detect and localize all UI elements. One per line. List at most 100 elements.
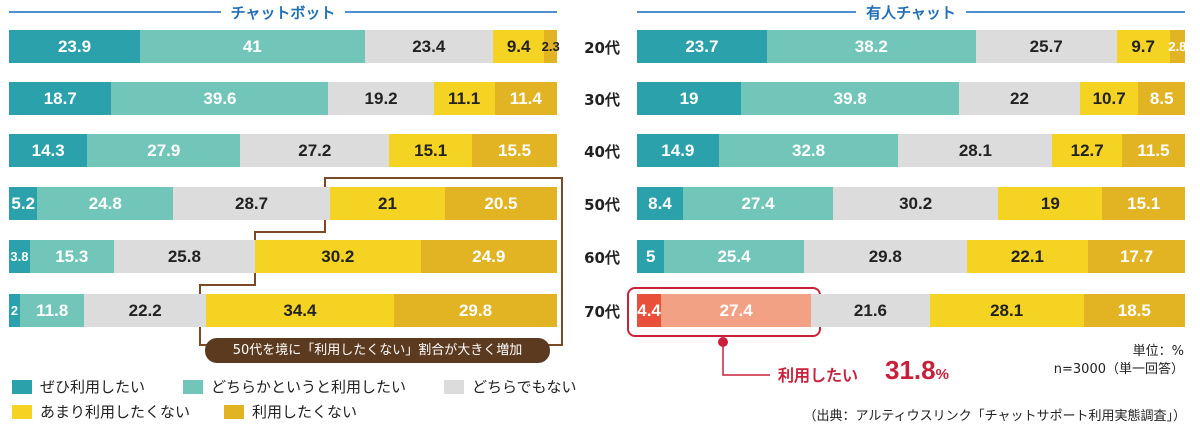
bar-segment: 38.2 (766, 30, 976, 63)
legend-item-1: ぜひ利用したい (12, 376, 145, 397)
increase-callout-text: 50代を境に「利用したくない」割合が大きく増加 (232, 343, 523, 358)
chatbot-title: チャットボット (9, 0, 558, 24)
bar-segment: 15.1 (389, 134, 473, 167)
bar-segment: 22.2 (84, 294, 206, 327)
bar-segment: 22.1 (966, 240, 1088, 273)
age-label: 50代 (584, 196, 620, 214)
bar-segment: 18.7 (9, 82, 112, 115)
age-label: 40代 (584, 143, 620, 161)
chatbot-bar-30代: 18.7 39.6 19.2 11.1 11.4 (9, 82, 557, 115)
source-note: （出典：アルティウスリンク「チャットサポート利用実態調査」） (803, 409, 1186, 424)
want-total-number: 31.8 (885, 355, 936, 385)
legend-label: どちらでもない (472, 378, 577, 396)
human-chat-title-text: 有人チャット (866, 3, 956, 22)
increase-callout-pill (205, 338, 550, 363)
legend-swatch (12, 379, 32, 394)
bar-segment: 23.9 (9, 30, 140, 63)
bar-segment: 9.7 (1116, 30, 1170, 63)
legend-swatch (444, 379, 464, 394)
bar-segment: 9.4 (492, 30, 545, 63)
unit-note: 単位：% (1132, 344, 1184, 359)
legend-item-5: 利用したくない (224, 401, 357, 422)
legend-label: どちらかというと利用したい (211, 378, 407, 396)
bar-segment: 34.4 (205, 294, 395, 327)
bar-segment: 14.3 (9, 134, 88, 167)
bar-segment: 39.8 (741, 82, 960, 115)
bar-segment: 11.5 (1121, 134, 1185, 167)
want-total-unit: % (935, 366, 949, 383)
bar-segment: 28.7 (173, 187, 331, 220)
age-label: 60代 (584, 249, 620, 267)
sample-note: n=3000（単一回答） (1053, 362, 1184, 377)
bar-segment: 29.8 (803, 240, 967, 273)
age-label: 30代 (584, 91, 620, 109)
bar-segment: 2 (9, 294, 20, 327)
legend-item-4: あまり利用したくない (12, 401, 190, 422)
bar-segment: 24.9 (420, 240, 558, 273)
want-highlight-leader (722, 342, 770, 376)
bar-segment: 8.5 (1138, 82, 1186, 115)
bar-segment: 28.1 (929, 294, 1084, 327)
want-total-value: 31.8% (885, 355, 949, 386)
bar-segment: 18.5 (1083, 294, 1185, 327)
bar-segment: 23.7 (637, 30, 767, 63)
legend-label: ぜひ利用したい (40, 378, 146, 396)
human-chat-bar-40代: 14.9 32.8 28.1 12.7 11.5 (637, 134, 1185, 167)
bar-segment: 25.7 (975, 30, 1117, 63)
bar-segment: 14.9 (637, 134, 719, 167)
bar-segment: 10.7 (1079, 82, 1139, 115)
bar-segment: 29.8 (394, 294, 557, 327)
bar-segment: 19 (637, 82, 742, 115)
bar-segment: 5.2 (9, 187, 38, 220)
age-label: 20代 (584, 39, 620, 57)
bar-segment: 22 (959, 82, 1080, 115)
human-chat-bar-20代: 23.7 38.2 25.7 9.7 2.8 (637, 30, 1186, 63)
bar-segment: 28.1 (898, 134, 1053, 167)
legend-swatch (224, 404, 244, 419)
bar-segment: 15.5 (472, 134, 557, 167)
increase-callout-outline (199, 177, 563, 346)
bar-segment: 23.4 (364, 30, 493, 63)
bar-segment: 3.8 (9, 240, 30, 273)
bar-segment: 27.9 (87, 134, 241, 167)
chatbot-title-text: チャットボット (230, 3, 336, 22)
bar-segment: 15.3 (29, 240, 114, 273)
bar-segment: 4.4 (637, 294, 662, 327)
legend-label: あまり利用したくない (40, 403, 191, 421)
chatbot-bar-70代: 2 11.8 22.2 34.4 29.8 (9, 294, 557, 327)
bar-segment: 25.4 (664, 240, 804, 273)
bar-segment: 5 (637, 240, 665, 273)
bar-segment: 8.4 (637, 187, 683, 220)
bar-segment: 32.8 (718, 134, 899, 167)
legend-label: 利用したくない (252, 403, 358, 421)
bar-segment: 17.7 (1088, 240, 1185, 273)
bar-segment: 41 (139, 30, 365, 63)
bar-segment: 30.2 (832, 187, 999, 220)
bar-segment: 27.2 (240, 134, 390, 167)
bar-segment: 11.8 (19, 294, 85, 327)
bar-segment: 11.1 (433, 82, 495, 115)
human-chat-bar-50代: 8.4 27.4 30.2 19 15.1 (637, 187, 1185, 220)
bar-segment: 12.7 (1052, 134, 1122, 167)
chatbot-bar-60代: 3.8 15.3 25.8 30.2 24.9 (9, 240, 558, 273)
bar-segment: 27.4 (661, 294, 812, 327)
bar-segment: 27.4 (682, 187, 833, 220)
bar-segment: 19.2 (328, 82, 434, 115)
legend-swatch (12, 404, 32, 419)
human-chat-bar-30代: 19 39.8 22 10.7 8.5 (637, 82, 1186, 115)
bar-segment: 30.2 (255, 240, 421, 273)
want-total-label: 利用したい (778, 366, 859, 385)
human-chat-bar-60代: 5 25.4 29.8 22.1 17.7 (637, 240, 1185, 273)
bar-segment: 11.4 (494, 82, 557, 115)
chatbot-bar-20代: 23.9 41 23.4 9.4 2.3 (9, 30, 560, 63)
age-label: 70代 (584, 303, 620, 321)
bar-segment: 19 (998, 187, 1103, 220)
bar-segment: 21.6 (811, 294, 930, 327)
bar-segment: 2.8 (1168, 30, 1186, 63)
bar-segment: 20.5 (444, 187, 557, 220)
legend-item-3: どちらでもない (444, 376, 577, 397)
bar-segment: 24.8 (37, 187, 174, 220)
bar-segment: 21 (330, 187, 445, 220)
